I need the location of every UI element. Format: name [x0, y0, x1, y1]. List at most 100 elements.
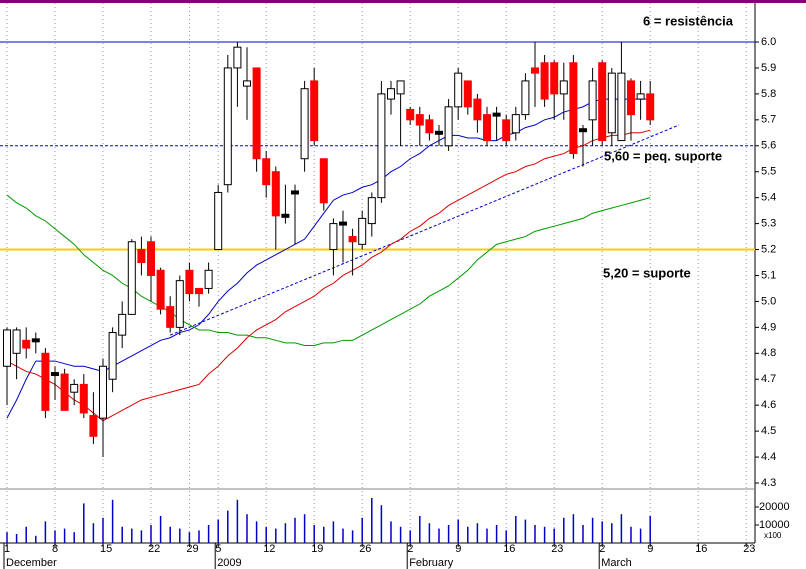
y-tick-label: 5.7 [761, 114, 776, 126]
candle-body [444, 106, 453, 147]
candle-body [195, 287, 203, 295]
candle-body [502, 119, 511, 142]
candle-body [12, 329, 21, 354]
candle-body [291, 190, 299, 195]
candle-body [396, 80, 405, 95]
candle-body [617, 72, 626, 142]
candle-body [387, 88, 395, 100]
candle-body [99, 365, 107, 419]
candle-body [521, 80, 530, 116]
candle-body [223, 67, 232, 186]
month-label: December [6, 557, 57, 569]
y-tick-label: 5.9 [761, 62, 776, 74]
y-tick-label: 4.7 [761, 373, 776, 385]
candle-body [329, 223, 338, 251]
candle-body [41, 352, 50, 411]
candle-body [22, 339, 31, 349]
x-tick-label: 2 [407, 543, 413, 555]
candle-body [559, 80, 568, 95]
candle-body [214, 191, 223, 251]
y-tick-label: 4.3 [761, 477, 776, 489]
candle-body [281, 213, 290, 218]
candle-body [588, 80, 597, 121]
candle-body [233, 46, 242, 69]
candle-body [60, 373, 69, 411]
y-tick-label: 5.2 [761, 243, 776, 255]
annotation: 5,60 = peq. suporte [604, 148, 722, 163]
candle-body [339, 221, 347, 226]
candle-body [540, 62, 549, 100]
y-tick-label: 5.1 [761, 269, 776, 281]
y-tick-label: 4.9 [761, 321, 776, 333]
x-tick-label: 9 [647, 543, 653, 555]
candle-body [415, 114, 424, 126]
y-tick-label: 5.5 [761, 166, 776, 178]
candle-body [646, 93, 655, 121]
candle-body [367, 197, 376, 225]
volume-unit: x100 [764, 531, 782, 540]
candle-body [377, 93, 386, 199]
candle-body [511, 114, 520, 134]
candle-body [310, 80, 319, 142]
candle-body [531, 67, 539, 74]
candle-body [243, 80, 251, 87]
candle-body [271, 171, 280, 217]
top-bar [0, 0, 806, 3]
x-tick-label: 29 [186, 543, 198, 555]
candle-body [262, 158, 271, 186]
candle-body [454, 72, 463, 108]
trendline [170, 124, 680, 336]
candle-body [425, 119, 434, 134]
y-tick-label: 5.8 [761, 88, 776, 100]
candle-body [89, 415, 98, 437]
candle-body [598, 62, 607, 142]
x-tick-label: 8 [52, 543, 58, 555]
y-tick-label: 4.5 [761, 425, 776, 437]
candle-body [252, 67, 261, 160]
y-tick-label: 4.8 [761, 347, 776, 359]
y-tick-label: 5.3 [761, 217, 776, 229]
candle-body [70, 383, 79, 393]
candle-body [118, 313, 127, 336]
x-tick-label: 23 [551, 543, 563, 555]
y-tick-label: 6.0 [761, 36, 776, 48]
candle-body [435, 130, 443, 135]
candle-body [3, 329, 11, 367]
annotation: 5,20 = suporte [603, 265, 691, 280]
month-label: 2009 [217, 557, 241, 569]
y-tick-label: 5.4 [761, 192, 776, 204]
candle-body [156, 269, 165, 310]
x-tick-label: 9 [455, 543, 461, 555]
candle-body [483, 114, 491, 142]
annotation: 6 = resistência [643, 13, 734, 28]
y-tick-label: 5.0 [761, 295, 776, 307]
candle-body [406, 108, 415, 121]
x-tick-label: 23 [743, 543, 755, 555]
candle-body [108, 332, 117, 380]
candle-body [147, 241, 155, 276]
y-tick-label: 5.6 [761, 140, 776, 152]
moving-average [6, 194, 651, 347]
candle-body [204, 269, 213, 289]
candle-body [358, 217, 367, 245]
candle-body [463, 80, 472, 108]
candle-body [300, 88, 309, 160]
candle-body [579, 128, 587, 133]
candle-body [473, 98, 482, 121]
candle-body [175, 280, 184, 328]
candle-body [137, 249, 146, 264]
x-tick-label: 22 [148, 543, 160, 555]
y-tick-label: 4.4 [761, 451, 776, 463]
candle-body [319, 158, 328, 204]
candle-body [636, 93, 645, 100]
x-tick-label: 19 [311, 543, 323, 555]
x-tick-label: 2 [599, 543, 605, 555]
candle-body [492, 112, 501, 117]
candle-body [166, 306, 175, 328]
x-tick-label: 12 [263, 543, 275, 555]
x-tick-label: 26 [359, 543, 371, 555]
candle-body [627, 80, 635, 116]
y-tick-label: 4.6 [761, 399, 776, 411]
candle-body [569, 62, 578, 155]
